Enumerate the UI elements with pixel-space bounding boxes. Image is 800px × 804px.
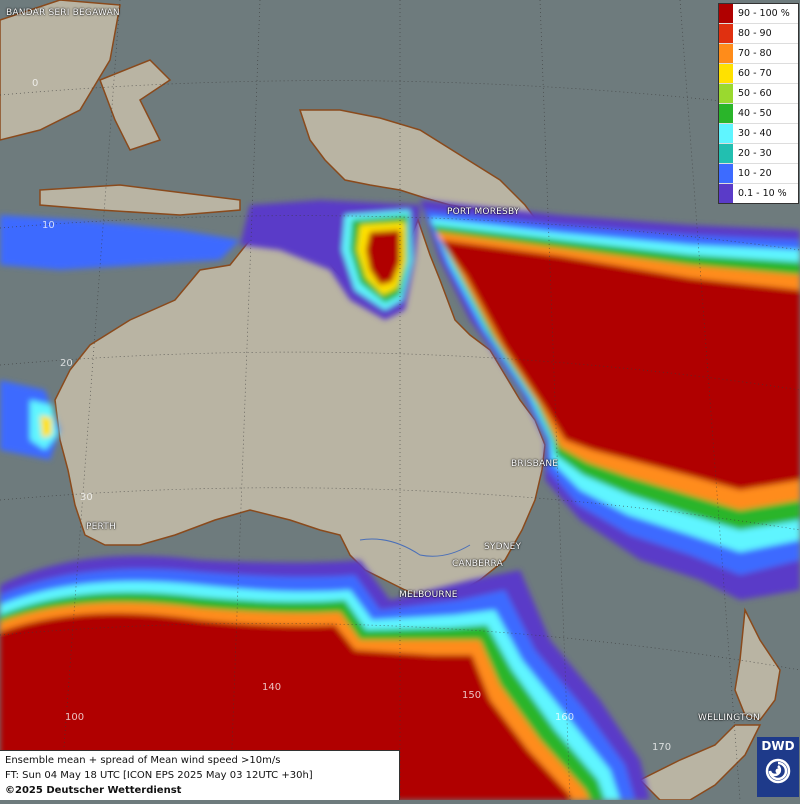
legend-swatch (719, 24, 733, 43)
city-label-bandar-seri-begawan: BANDAR SERI BEGAWAN (6, 8, 120, 18)
legend-swatch (719, 4, 733, 23)
grid-label-lat-20: 20 (60, 358, 73, 369)
legend-swatch (719, 184, 733, 203)
landmasses (0, 0, 781, 801)
legend-label: 20 - 30 (738, 148, 772, 159)
legend-label: 60 - 70 (738, 68, 772, 79)
city-label-port-moresby: PORT MORESBY (447, 207, 520, 217)
city-label-wellington: WELLINGTON (698, 713, 760, 723)
dwd-logo: DWD (757, 737, 799, 797)
west-coast-yellow (40, 415, 52, 438)
grid-label-lon-170: 170 (652, 742, 672, 753)
legend-label: 50 - 60 (738, 88, 772, 99)
city-label-melbourne: MELBOURNE (399, 590, 458, 600)
legend-label: 0.1 - 10 % (738, 188, 787, 199)
dwd-logo-text: DWD (761, 739, 795, 753)
legend-swatch (719, 64, 733, 83)
info-title: Ensemble mean + spread of Mean wind spee… (5, 755, 281, 766)
borneo-land (0, 0, 121, 141)
grid-label-lon-100: 100 (65, 712, 85, 723)
legend: 90 - 100 % 80 - 90 70 - 80 60 - 70 50 - 60 40… (718, 3, 799, 204)
legend-label: 90 - 100 % (738, 8, 790, 19)
info-box: Ensemble mean + spread of Mean wind spee… (0, 750, 400, 800)
legend-row: 10 - 20 (719, 164, 798, 184)
legend-row: 60 - 70 (719, 64, 798, 84)
indonesia-islands (39, 184, 241, 216)
grid-label-lat-30: 30 (80, 492, 93, 503)
legend-swatch (719, 164, 733, 183)
grid-label-lat-10: 10 (42, 220, 55, 231)
legend-label: 30 - 40 (738, 128, 772, 139)
legend-swatch (719, 44, 733, 63)
gulf-carpentaria-red (366, 230, 400, 285)
legend-row: 50 - 60 (719, 84, 798, 104)
legend-row: 30 - 40 (719, 124, 798, 144)
legend-row: 70 - 80 (719, 44, 798, 64)
legend-row: 40 - 50 (719, 104, 798, 124)
wind-probability-layers (0, 200, 800, 800)
legend-row: 90 - 100 % (719, 4, 798, 24)
legend-swatch (719, 104, 733, 123)
grid-label-lat-0: 0 (32, 78, 39, 89)
band-coral-sea-red (440, 240, 800, 490)
legend-label: 40 - 50 (738, 108, 772, 119)
legend-label: 80 - 90 (738, 28, 772, 39)
legend-row: 0.1 - 10 % (719, 184, 798, 203)
legend-label: 70 - 80 (738, 48, 772, 59)
legend-row: 20 - 30 (719, 144, 798, 164)
info-copyright: ©2025 Deutscher Wetterdienst (5, 785, 182, 796)
grid-label-lon-140: 140 (262, 682, 282, 693)
legend-row: 80 - 90 (719, 24, 798, 44)
northwest-band (0, 215, 240, 270)
city-label-sydney: SYDNEY (484, 542, 522, 552)
city-label-canberra: CANBERRA (452, 559, 503, 569)
dwd-spiral-icon (765, 758, 791, 784)
city-label-perth: PERTH (86, 522, 116, 532)
legend-swatch (719, 84, 733, 103)
murray-river (359, 538, 471, 557)
info-forecast-time: FT: Sun 04 May 18 UTC [ICON EPS 2025 May… (5, 770, 313, 781)
north-island-nz (734, 607, 781, 721)
legend-swatch (719, 124, 733, 143)
grid-label-lon-160: 160 (555, 712, 575, 723)
grid-label-lon-150: 150 (462, 690, 482, 701)
legend-swatch (719, 144, 733, 163)
city-label-brisbane: BRISBANE (511, 459, 559, 469)
legend-label: 10 - 20 (738, 168, 772, 179)
sulawesi-land (99, 59, 172, 151)
